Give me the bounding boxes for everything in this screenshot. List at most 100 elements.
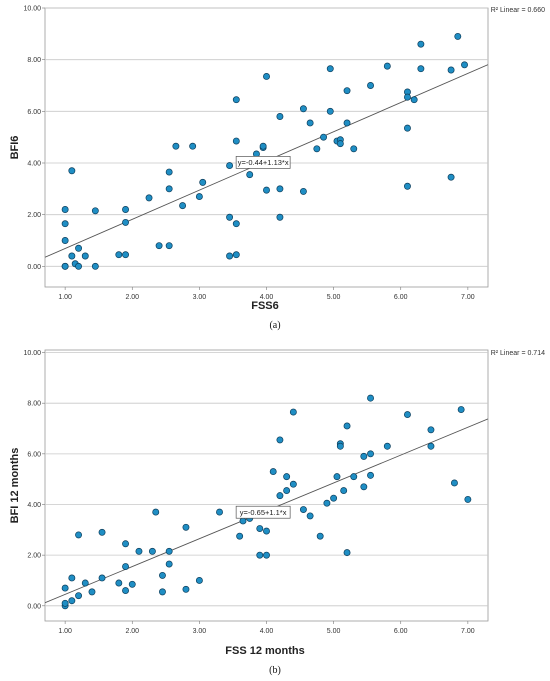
- plot-frame: [44, 349, 489, 622]
- data-point: [360, 452, 368, 460]
- data-point: [68, 167, 76, 175]
- y-tick-label: 2.00: [27, 553, 41, 560]
- data-point: [91, 207, 99, 215]
- data-point: [61, 262, 69, 270]
- y-tick-label: 4.00: [27, 161, 41, 168]
- x-tick-label: 1.00: [58, 294, 72, 301]
- data-point: [182, 585, 190, 593]
- data-point: [367, 394, 374, 402]
- y-tick-label: 4.00: [27, 502, 41, 509]
- chart-panel-2: 0.00 2.00 4.00 6.00 8.00 10.00 1.00 2.00 3.00 4.0…: [9, 349, 545, 676]
- data-point: [226, 213, 234, 221]
- data-point: [323, 499, 331, 507]
- data-point: [165, 547, 173, 555]
- data-point: [155, 242, 163, 250]
- data-point: [165, 185, 173, 193]
- data-point: [75, 244, 83, 252]
- data-point: [447, 173, 455, 181]
- r2-label: R² Linear = 0.714: [491, 350, 545, 357]
- data-point: [259, 142, 267, 150]
- data-point: [61, 584, 69, 592]
- data-point: [263, 527, 270, 535]
- data-point: [306, 119, 314, 127]
- data-point: [299, 506, 307, 514]
- x-tick-label: 2.00: [125, 628, 139, 635]
- data-point: [91, 262, 99, 270]
- data-point: [236, 532, 244, 540]
- y-tick-label: 10.00: [23, 350, 41, 357]
- data-point: [122, 540, 129, 548]
- data-point: [306, 512, 314, 520]
- data-point: [232, 251, 240, 259]
- data-point: [122, 587, 129, 595]
- data-point: [165, 242, 173, 250]
- data-point: [299, 187, 307, 195]
- x-tick-label: 6.00: [394, 294, 408, 301]
- x-tick-label: 3.00: [193, 628, 207, 635]
- data-point: [61, 237, 69, 244]
- data-point: [336, 140, 344, 148]
- data-point: [326, 65, 334, 73]
- y-axis-title: BFI6: [9, 136, 21, 160]
- data-point: [263, 551, 270, 559]
- data-point: [263, 186, 270, 194]
- data-point: [159, 588, 166, 596]
- data-point: [350, 473, 358, 481]
- x-tick-label: 1.00: [58, 628, 72, 635]
- y-tick-label: 0.00: [27, 264, 41, 271]
- data-point: [283, 473, 291, 481]
- data-point: [383, 442, 391, 450]
- data-point: [256, 525, 264, 533]
- data-point: [367, 471, 374, 479]
- data-point: [122, 218, 129, 226]
- data-point: [367, 450, 374, 458]
- data-point: [320, 133, 328, 141]
- r2-label: R² Linear = 0.660: [491, 7, 545, 14]
- data-point: [88, 588, 96, 596]
- data-point: [122, 563, 129, 570]
- x-tick-label: 5.00: [327, 294, 341, 301]
- x-tick-label: 6.00: [394, 628, 408, 635]
- data-point: [226, 162, 234, 170]
- data-point: [343, 422, 351, 430]
- data-point: [246, 171, 254, 179]
- data-point: [98, 528, 106, 536]
- data-point: [122, 206, 129, 213]
- chart-panel-1: 0.00 2.00 4.00 6.00 8.00 10.00 1.00 2.00 3.00 4.0…: [9, 6, 545, 332]
- data-point: [182, 523, 190, 531]
- data-point: [81, 252, 89, 260]
- data-point: [75, 262, 83, 270]
- data-point: [343, 87, 351, 95]
- data-point: [299, 105, 307, 113]
- data-point: [360, 483, 368, 491]
- data-point: [61, 220, 69, 228]
- data-point: [454, 32, 462, 40]
- data-point: [159, 571, 166, 579]
- data-point: [276, 113, 284, 120]
- y-tick-label: 8.00: [27, 57, 41, 64]
- data-point: [464, 495, 472, 503]
- data-point: [115, 251, 123, 259]
- data-point: [269, 468, 277, 476]
- equation-box: [235, 156, 291, 169]
- data-point: [81, 579, 89, 587]
- data-point: [350, 145, 358, 153]
- data-point: [316, 532, 324, 540]
- data-point: [128, 580, 136, 588]
- data-point: [135, 547, 143, 555]
- data-point: [427, 426, 435, 434]
- data-point: [122, 251, 129, 259]
- data-point: [289, 408, 297, 416]
- x-axis-title: FSS6: [251, 300, 279, 312]
- data-point: [172, 142, 180, 150]
- data-point: [68, 597, 76, 605]
- data-point: [232, 96, 240, 104]
- data-point: [189, 142, 197, 150]
- data-point: [276, 436, 284, 444]
- data-point: [404, 93, 411, 101]
- data-point: [326, 107, 334, 115]
- y-tick-label: 6.00: [27, 451, 41, 458]
- data-point: [61, 599, 69, 607]
- data-point: [276, 492, 284, 500]
